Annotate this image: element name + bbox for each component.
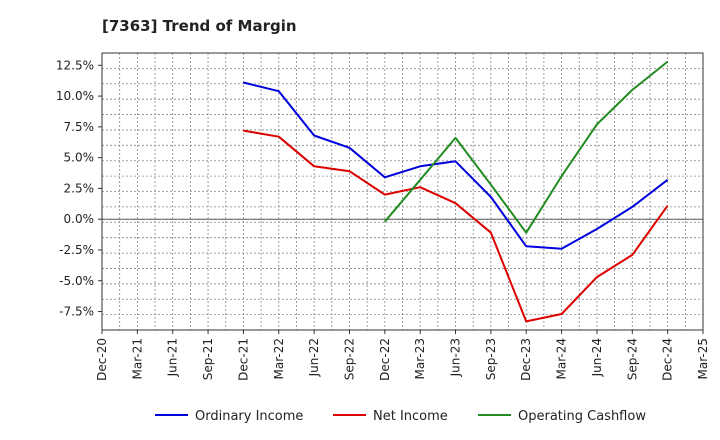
y-tick-label: -5.0% [59,274,94,288]
x-tick-label: Mar-25 [696,338,710,379]
y-tick-label: -7.5% [59,305,94,319]
x-tick-label: Sep-21 [201,338,215,380]
plot-area-frame [101,52,704,331]
y-tick-label: 7.5% [64,120,95,134]
y-tick-label: 12.5% [56,58,94,72]
legend: Ordinary Income Net Income Operating Cashf… [155,409,646,424]
x-tick-label: Mar-24 [555,338,569,379]
x-tick-label: Dec-24 [661,338,675,381]
series-line-net-income [243,129,669,323]
legend-label: Operating Cashflow [518,409,646,424]
x-tick-label: Mar-23 [413,338,427,379]
x-tick-label: Jun-23 [449,338,463,377]
x-tick-label: Sep-22 [342,338,356,380]
x-tick-label: Dec-21 [236,338,250,381]
legend-label: Net Income [373,409,448,424]
y-tick-label: 2.5% [64,181,95,195]
grid-lines [101,52,704,331]
x-tick-label: Jun-22 [307,338,321,377]
x-tick-label: Jun-24 [590,338,604,377]
x-tick-label: Sep-23 [484,338,498,380]
x-tick-label: Sep-24 [625,338,639,380]
series-line-operating-cashflow [384,60,669,234]
y-tick-label: -2.5% [59,243,94,257]
y-axis: 12.5% 10.0% 7.5% 5.0% 2.5% 0.0% -2.5% -5.0% -7.5… [56,58,102,319]
x-tick-label: Jun-21 [166,338,180,377]
series-lines [243,60,669,323]
x-tick-label: Mar-21 [130,338,144,379]
series-line-ordinary-income [243,81,669,250]
x-tick-label: Dec-23 [519,338,533,381]
x-tick-label: Dec-22 [378,338,392,381]
legend-label: Ordinary Income [195,409,303,424]
y-tick-label: 0.0% [64,212,95,226]
chart-title: [7363] Trend of Margin [102,17,297,35]
x-tick-label: Mar-22 [272,338,286,379]
x-tick-label: Dec-20 [95,338,109,381]
y-tick-label: 10.0% [56,89,94,103]
x-axis: Dec-20 Mar-21 Jun-21 Sep-21 Dec-21 Mar-22 Jun-… [95,330,710,381]
y-tick-label: 5.0% [64,151,95,165]
